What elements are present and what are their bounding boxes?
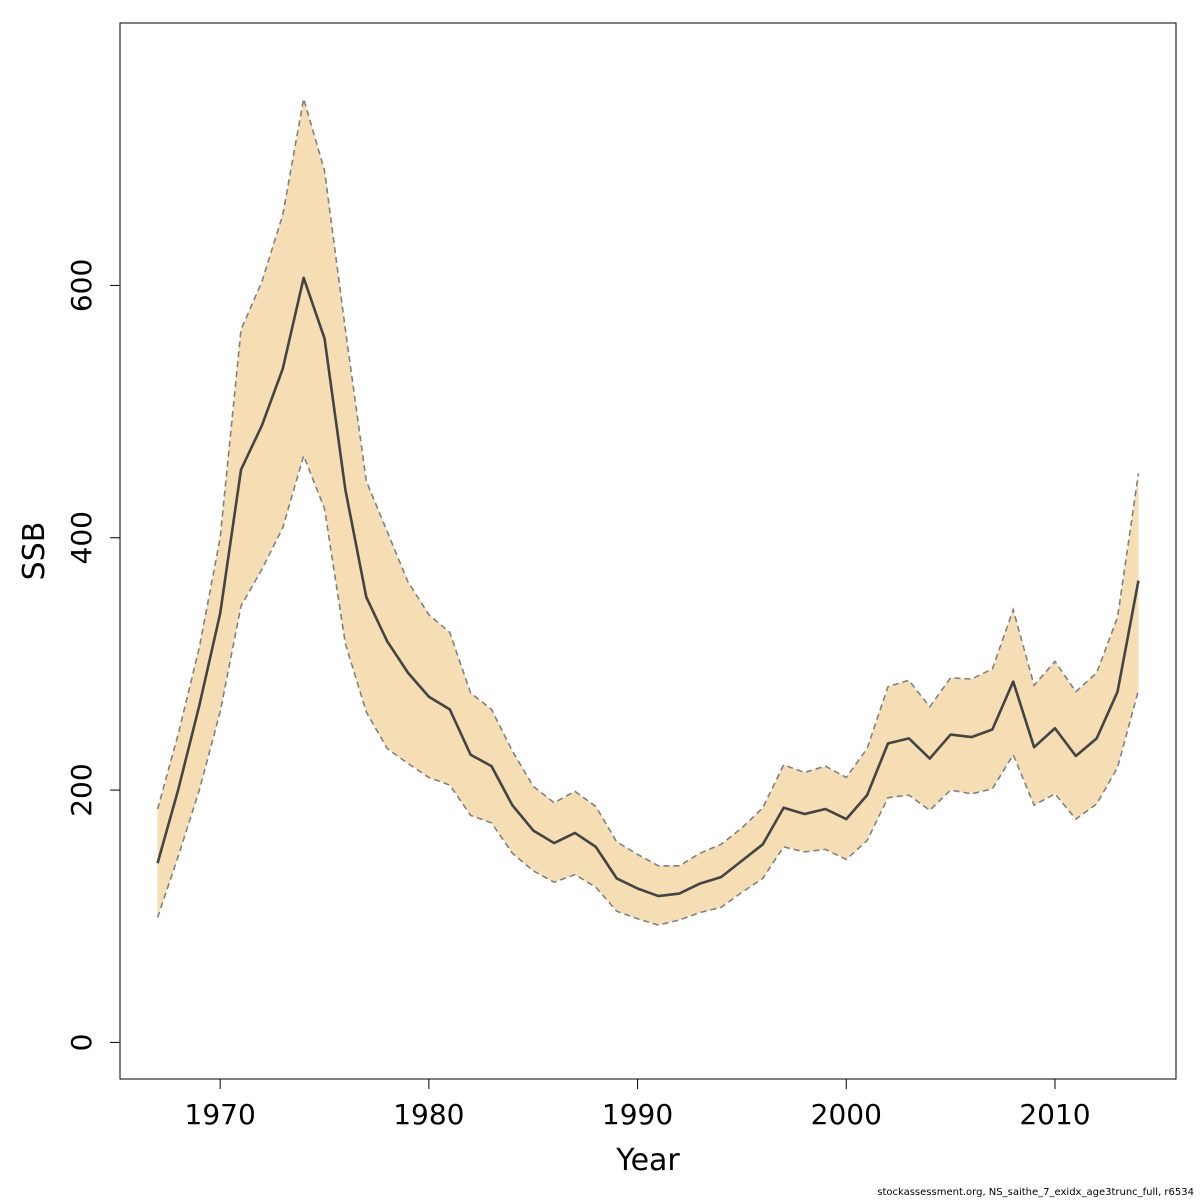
upper-bound-line xyxy=(156,98,1140,867)
x-tick-label: 1970 xyxy=(185,1098,256,1131)
ssb-estimate-line xyxy=(156,276,1140,898)
y-tick-label: 600 xyxy=(65,259,98,312)
y-axis-title: SSB xyxy=(17,522,52,581)
y-tick-label: 400 xyxy=(65,511,98,564)
source-footnote: stockassessment.org, NS_saithe_7_exidx_a… xyxy=(877,1187,1194,1198)
x-tick-label: 2000 xyxy=(811,1098,882,1131)
y-axis: 0 200 400 600 xyxy=(65,259,120,1051)
plot-frame xyxy=(119,22,1177,1080)
x-tick-label: 2010 xyxy=(1019,1098,1090,1131)
lower-bound-line xyxy=(156,453,1140,926)
y-tick-label: 0 xyxy=(65,1033,98,1051)
x-tick-label: 1980 xyxy=(393,1098,464,1131)
y-tick-label: 200 xyxy=(65,763,98,816)
x-axis-title: Year xyxy=(615,1143,680,1178)
plot-area xyxy=(119,22,1177,1080)
x-axis: 1970 1980 1990 2000 2010 xyxy=(185,1079,1091,1131)
x-tick-label: 1990 xyxy=(602,1098,673,1131)
confidence-band xyxy=(157,98,1139,926)
